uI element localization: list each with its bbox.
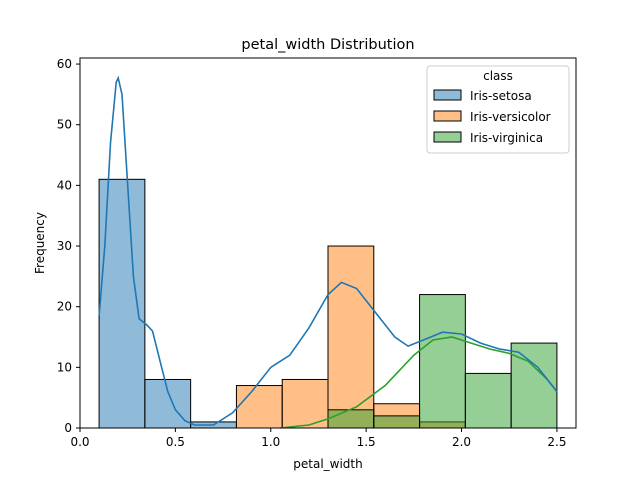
bar-series2-bin6 bbox=[373, 415, 421, 429]
plot-frame bbox=[79, 57, 577, 429]
legend-box bbox=[426, 65, 570, 154]
x-tick-label: 0.0 bbox=[70, 435, 89, 449]
legend-title: class bbox=[483, 69, 513, 83]
bar-series2-bin7 bbox=[419, 294, 466, 429]
legend: class Iris-setosa Iris-versicolor Iris-vir… bbox=[426, 65, 570, 154]
legend-swatch bbox=[433, 89, 462, 101]
x-tick-label: 1.0 bbox=[261, 435, 280, 449]
x-tick-label: 2.5 bbox=[547, 435, 566, 449]
x-tick-label: 0.5 bbox=[166, 435, 185, 449]
bar-series2-bin5 bbox=[327, 409, 375, 429]
legend-label: Iris-setosa bbox=[470, 89, 532, 103]
legend-label: Iris-versicolor bbox=[470, 110, 551, 124]
bar-series2-bin9 bbox=[510, 342, 558, 429]
legend-swatch bbox=[433, 131, 462, 143]
legend-swatch bbox=[433, 110, 462, 122]
y-axis-label: Frequency bbox=[33, 212, 47, 274]
x-tick-label: 2.0 bbox=[452, 435, 471, 449]
y-axis: 0 10 20 30 40 50 60 bbox=[57, 57, 80, 435]
y-tick-label: 10 bbox=[57, 360, 72, 374]
y-tick-label: 60 bbox=[57, 57, 72, 71]
kde-lines bbox=[98, 75, 558, 429]
y-tick-label: 50 bbox=[57, 118, 72, 132]
chart-title: petal_width Distribution bbox=[241, 37, 414, 53]
kde-line-virginica bbox=[280, 336, 558, 429]
y-tick-label: 40 bbox=[57, 178, 72, 192]
legend-label: Iris-virginica bbox=[470, 131, 543, 145]
x-axis: 0.0 0.5 1.0 1.5 2.0 2.5 bbox=[70, 428, 566, 449]
x-tick-label: 1.5 bbox=[357, 435, 376, 449]
bar-series0-bin1 bbox=[144, 378, 192, 429]
bar-series2-bin8 bbox=[464, 372, 512, 429]
y-tick-label: 0 bbox=[64, 421, 72, 435]
kde-line-setosa-versicolor bbox=[98, 75, 558, 426]
x-axis-label: petal_width bbox=[293, 457, 362, 471]
y-tick-label: 30 bbox=[57, 239, 72, 253]
histogram-bars bbox=[98, 178, 558, 429]
y-tick-label: 20 bbox=[57, 300, 72, 314]
bar-series1-bin5 bbox=[327, 245, 375, 429]
bar-series1-bin3 bbox=[235, 385, 283, 429]
